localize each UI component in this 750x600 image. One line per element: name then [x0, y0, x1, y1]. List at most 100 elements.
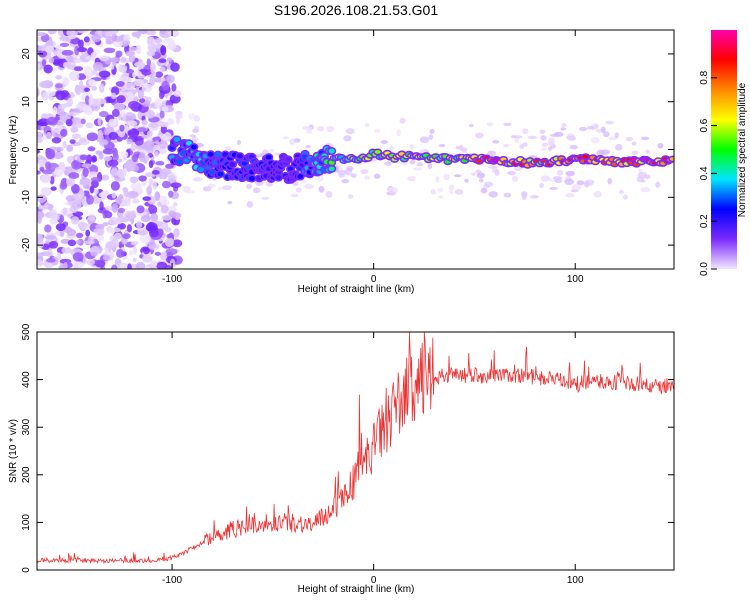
heatmap-cell [159, 110, 165, 119]
heatmap-cell [37, 131, 43, 140]
heatmap-cell [343, 135, 352, 142]
heatmap-cell [86, 194, 94, 205]
heatmap-cell [125, 111, 134, 117]
heatmap-cell [104, 211, 113, 219]
heatmap-cell [338, 173, 345, 178]
heatmap-cell [130, 182, 142, 191]
heatmap-y-tick-label: 0 [21, 146, 32, 152]
heatmap-cell [118, 129, 126, 138]
heatmap-cell [68, 30, 79, 36]
heatmap-cell [341, 178, 350, 184]
heatmap-cell [461, 147, 468, 153]
heatmap-cell [540, 147, 547, 152]
heatmap-cell [596, 149, 605, 157]
heatmap-cell [173, 231, 179, 238]
heatmap-cell [146, 130, 153, 137]
heatmap-y-tick-label: -20 [21, 237, 32, 252]
heatmap-cell [65, 177, 76, 187]
heatmap-cell [87, 146, 96, 152]
heatmap-cell [146, 58, 151, 67]
heatmap-cell [134, 61, 146, 68]
heatmap-cell [89, 185, 95, 194]
heatmap-cell [396, 129, 401, 137]
heatmap-cell [546, 141, 555, 146]
heatmap-ridge-core [328, 148, 335, 154]
heatmap-cell [486, 122, 494, 127]
heatmap-cell [85, 122, 94, 129]
heatmap-cell [318, 185, 325, 193]
heatmap-cell [139, 234, 152, 244]
heatmap-cell [521, 196, 527, 200]
snr-series-line [37, 332, 674, 565]
heatmap-cell [79, 79, 84, 90]
heatmap-cell [48, 240, 59, 249]
snr-y-tick-label: 100 [21, 514, 32, 531]
heatmap-cell [191, 136, 199, 142]
heatmap-ridge-core [297, 174, 304, 179]
heatmap-cell [91, 86, 98, 91]
colorbar-tick-label: 0.0 [699, 262, 710, 276]
heatmap-cell [116, 95, 126, 104]
heatmap-cell [302, 126, 309, 130]
heatmap-cell [261, 196, 270, 200]
heatmap-cell [492, 139, 500, 144]
heatmap-cell [186, 189, 196, 194]
heatmap-cell [122, 113, 127, 121]
heatmap-cell [193, 125, 200, 131]
heatmap-cell [77, 46, 88, 53]
heatmap-cell [79, 137, 87, 143]
heatmap-cell [380, 140, 389, 144]
heatmap-cell [161, 215, 173, 221]
heatmap-cell [655, 181, 661, 188]
heatmap-cell [52, 214, 60, 221]
heatmap-cell [109, 64, 115, 70]
heatmap-cell [374, 129, 381, 134]
heatmap-cell [503, 122, 512, 127]
heatmap-cell [590, 137, 600, 144]
heatmap-cell [75, 232, 84, 239]
heatmap-cell [514, 137, 520, 143]
heatmap-cell [37, 193, 47, 203]
snr-y-tick-label: 200 [21, 466, 32, 483]
heatmap-cell [159, 121, 169, 128]
heatmap-cell [170, 182, 182, 188]
heatmap-cell [90, 177, 101, 182]
heatmap-cell [556, 169, 564, 176]
heatmap-cell [625, 136, 633, 142]
heatmap-cell [161, 204, 169, 214]
heatmap-cell [108, 216, 119, 225]
heatmap-cell [91, 179, 99, 189]
heatmap-cell [137, 73, 145, 79]
heatmap-cell [108, 131, 119, 140]
heatmap-cell [148, 229, 159, 238]
heatmap-cell [166, 236, 172, 245]
heatmap-cell [60, 90, 69, 98]
colorbar-label: Normalized spectral amplitude [737, 82, 748, 217]
heatmap-cell [112, 35, 123, 42]
heatmap-cell [105, 241, 116, 250]
heatmap-cell [99, 55, 110, 62]
heatmap-cell [227, 200, 233, 205]
heatmap-cell [154, 251, 162, 256]
heatmap-cell [527, 135, 538, 140]
heatmap-cell [154, 191, 161, 202]
heatmap-cell [108, 118, 117, 127]
heatmap-cell [79, 53, 92, 63]
heatmap-cell [386, 187, 396, 191]
heatmap-cell [471, 172, 477, 176]
colorbar-tick-label: 0.2 [699, 214, 710, 228]
heatmap-cell [61, 49, 74, 56]
heatmap-cell [37, 259, 43, 266]
heatmap-cell [149, 76, 156, 86]
heatmap-y-ticks: -20 -10 0 10 20 [21, 48, 674, 252]
heatmap-cell [137, 89, 144, 100]
heatmap-cell [49, 175, 55, 185]
snr-panel: -100 0 100 0 100 200 300 400 500 Height of stra… [8, 323, 675, 595]
colorbar-ticks: 0.0 0.2 0.4 0.6 0.8 [699, 70, 717, 276]
heatmap-cell [657, 142, 664, 149]
heatmap-cell [449, 189, 454, 195]
heatmap-cell [91, 155, 97, 162]
heatmap-cell [172, 239, 183, 248]
heatmap-cell [55, 121, 64, 126]
heatmap-cell [59, 35, 70, 42]
